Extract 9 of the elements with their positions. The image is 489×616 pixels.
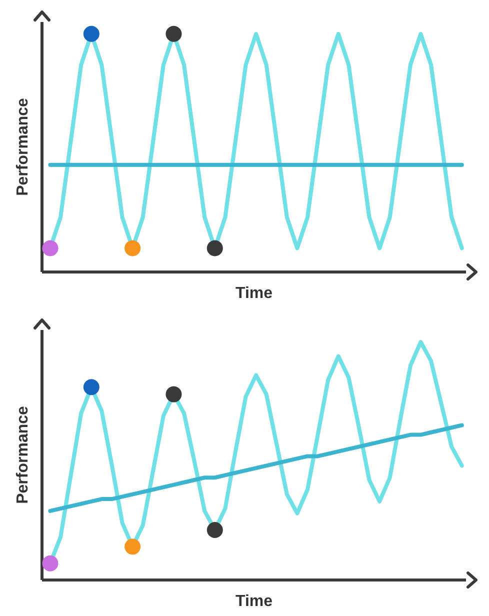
point bbox=[42, 555, 58, 572]
point bbox=[166, 386, 182, 402]
x-axis-title: Time bbox=[235, 593, 273, 610]
point bbox=[124, 538, 141, 555]
y-axis-title: Performance bbox=[14, 406, 32, 504]
point bbox=[206, 522, 223, 538]
x-axis-title: Time bbox=[235, 285, 273, 302]
y-axis-title: Performance bbox=[14, 98, 32, 196]
point bbox=[83, 379, 100, 396]
